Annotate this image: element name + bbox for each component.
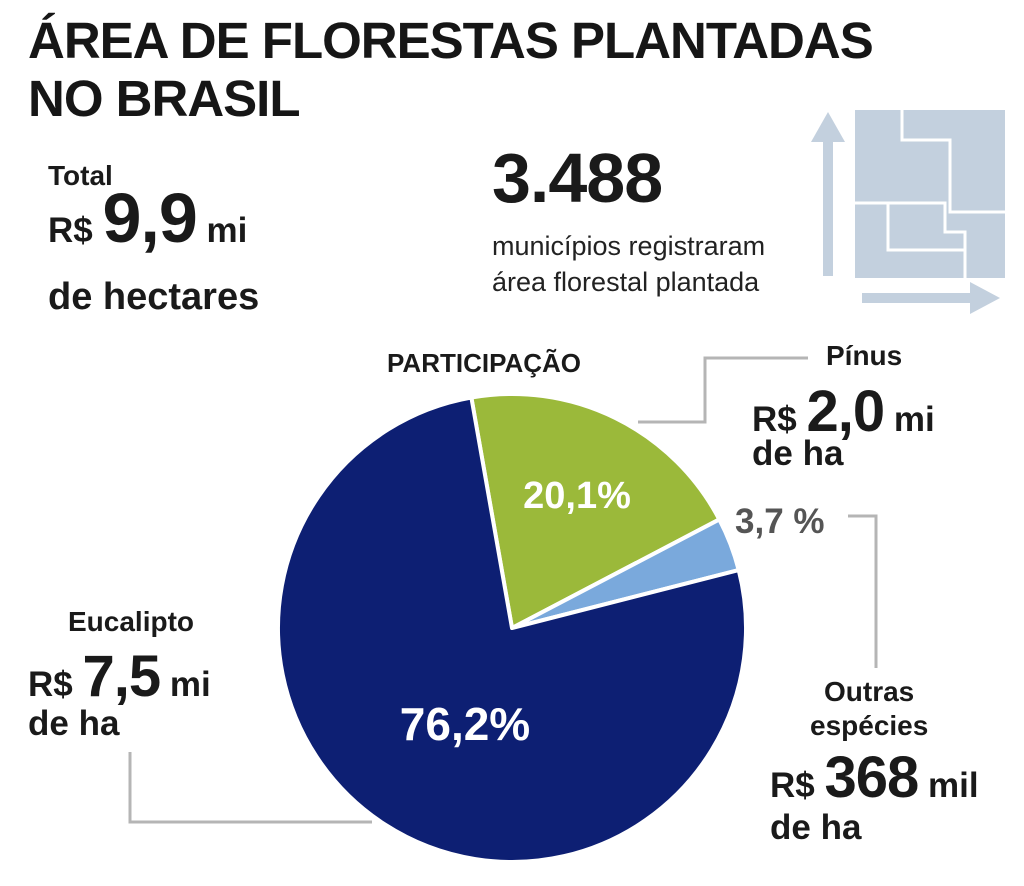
outras-name-line-2: espécies	[810, 710, 929, 741]
total-number: 9,9	[102, 179, 197, 257]
eucalipto-name: Eucalipto	[68, 606, 195, 637]
outras-unit: de ha	[770, 808, 862, 847]
pinus-unit: de ha	[752, 434, 844, 473]
total-currency: R$	[48, 211, 93, 250]
pinus-currency: R$	[752, 400, 797, 439]
slice-pinus	[469, 392, 722, 630]
eucalipto-unit: de ha	[28, 704, 120, 743]
map-border-line	[855, 201, 967, 278]
title-line-2: NO BRASIL	[28, 70, 300, 127]
title-line-1: ÁREA DE FLORESTAS PLANTADAS	[28, 12, 874, 69]
map-border-line	[900, 110, 1005, 214]
pinus-leader-line	[638, 356, 808, 424]
slice-eucalipto	[276, 395, 748, 864]
eucalipto-number: 7,5	[82, 644, 161, 709]
pinus-number: 2,0	[806, 379, 885, 444]
eucalipto-currency: R$	[28, 665, 73, 704]
leader-lines	[128, 356, 878, 824]
total-label: Total	[48, 160, 113, 191]
eucalipto-leader-line	[128, 752, 372, 824]
pinus-suffix: mi	[893, 400, 935, 439]
outras-number: 368	[824, 745, 919, 810]
outras-name-line-1: Outras	[824, 676, 915, 707]
arrow-right-shaft	[862, 293, 974, 303]
eucalipto-value: R$ 7,5 mi	[28, 648, 211, 707]
eucalipto-suffix: mi	[169, 665, 211, 704]
pinus-percent-label: 20,1%	[523, 475, 631, 517]
outras-percent-label: 3,7 %	[735, 502, 825, 541]
pinus-name: Pínus	[826, 340, 903, 371]
total-suffix: mi	[206, 211, 248, 250]
outras-leader-line	[848, 514, 878, 668]
map-border-line	[886, 203, 965, 252]
total-unit: de hectares	[48, 276, 260, 318]
arrow-up-shaft	[823, 140, 833, 276]
municipios-count: 3.488	[492, 139, 663, 217]
municipios-line-2: área florestal plantada	[492, 267, 760, 297]
pinus-value: R$ 2,0 mi	[752, 383, 935, 442]
outras-currency: R$	[770, 766, 815, 805]
page-title: ÁREA DE FLORESTAS PLANTADAS NO BRASIL	[28, 12, 874, 128]
brazil-map-area-icon	[811, 110, 1005, 314]
municipios-description: municípios registraram área florestal pl…	[492, 228, 765, 300]
outras-suffix: mil	[928, 766, 979, 805]
map-block	[855, 110, 1005, 278]
arrow-right-head	[970, 282, 1000, 314]
outras-value: R$ 368 mil	[770, 749, 979, 808]
eucalipto-percent-label: 76,2%	[400, 698, 530, 750]
arrow-up-head	[811, 112, 845, 142]
chart-title: PARTICIPAÇÃO	[387, 348, 582, 378]
municipios-line-1: municípios registraram	[492, 231, 766, 261]
total-value: R$ 9,9 mi	[48, 183, 248, 253]
